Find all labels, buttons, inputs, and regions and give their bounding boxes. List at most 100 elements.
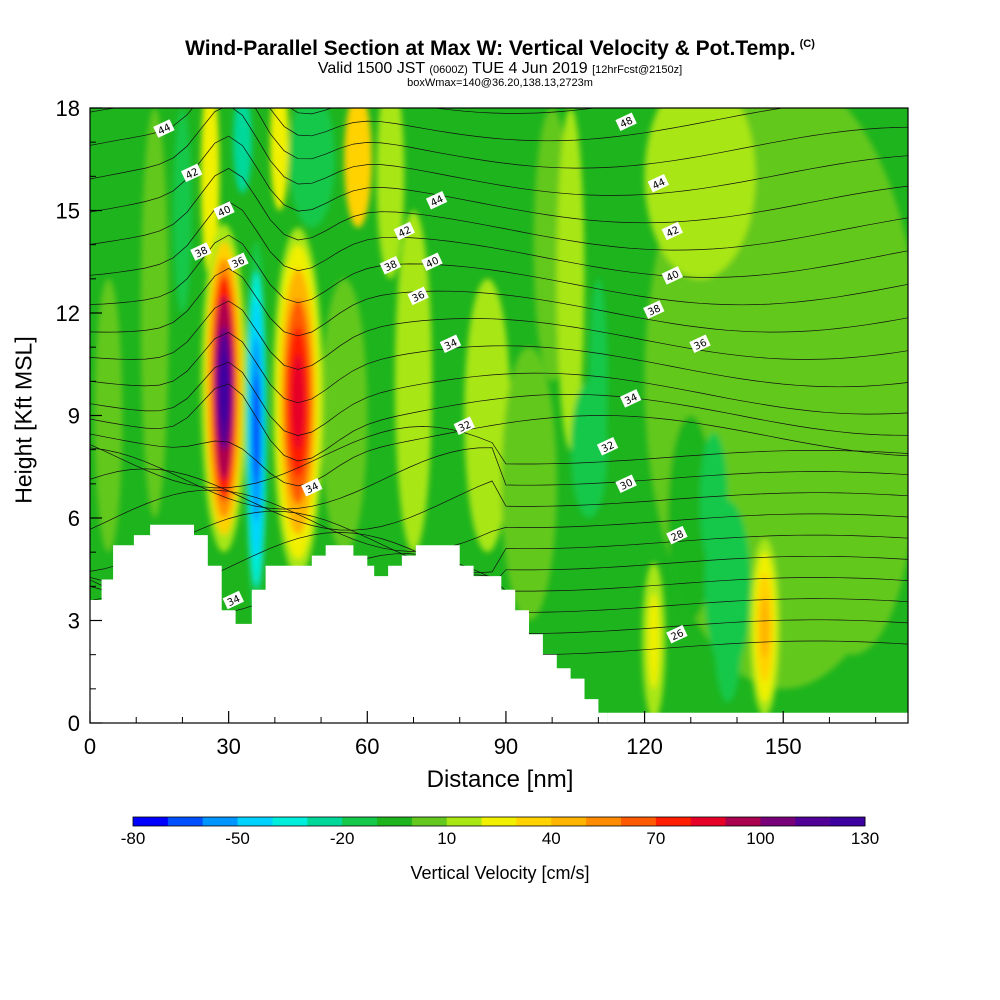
isentrope-line [90, 108, 908, 169]
velocity-blob [94, 278, 123, 553]
theta-label-box [596, 437, 619, 456]
theta-label-box [689, 334, 711, 354]
colorbar-tick-label: -80 [121, 829, 146, 848]
theta-label: 44 [425, 191, 448, 210]
theta-label-text: 40 [425, 255, 441, 270]
theta-label: 38 [643, 300, 665, 319]
colorbar-swatch [237, 817, 273, 826]
theta-label-text: 30 [619, 477, 635, 492]
velocity-blob [344, 108, 372, 228]
isentrope-line [90, 108, 908, 196]
theta-label: 38 [190, 242, 212, 261]
theta-label-box [421, 252, 443, 272]
theta-label-text: 34 [226, 594, 242, 609]
theta-label-box [301, 478, 323, 497]
copyright-mark: (C) [799, 38, 815, 50]
theta-label: 40 [421, 252, 443, 272]
theta-label-box [666, 525, 688, 545]
theta-label: 34 [439, 334, 462, 354]
theta-label-box [666, 624, 688, 644]
theta-label: 36 [407, 286, 429, 306]
isentrope-line [90, 468, 908, 531]
theta-label-box [647, 173, 670, 193]
theta-label: 42 [181, 163, 203, 183]
theta-label-text: 44 [156, 122, 172, 137]
theta-label: 42 [393, 221, 415, 241]
y-tick-label: 3 [68, 609, 80, 634]
y-axis-label: Height [Kft MSL] [10, 336, 37, 504]
theta-label-box [181, 163, 203, 183]
isentrope-line [289, 108, 597, 115]
colorbar-swatch [830, 817, 866, 826]
theta-label-text: 36 [411, 290, 427, 305]
colorbar-swatch [795, 817, 831, 826]
isentrope-line [90, 331, 908, 404]
colorbar-label: Vertical Velocity [cm/s] [410, 863, 590, 883]
theta-label: 32 [596, 437, 619, 456]
theta-label-box [620, 389, 642, 408]
colorbar-swatch [446, 817, 483, 826]
theta-label-text: 34 [623, 392, 639, 407]
colorbar-swatch [551, 817, 587, 826]
isentrope-line [90, 383, 908, 462]
theta-label-box [453, 416, 475, 436]
velocity-core [218, 354, 230, 423]
theta-label-box [425, 191, 448, 210]
theta-label: 34 [620, 389, 642, 408]
isentrope-line [90, 361, 908, 436]
valid-date: TUE 4 Jun 2019 [472, 60, 588, 77]
theta-label-text: 42 [184, 167, 200, 182]
utc-time: (0600Z) [429, 64, 468, 76]
theta-label-box [190, 242, 212, 261]
theta-label-text: 26 [669, 628, 685, 643]
colorbar-swatch [481, 817, 517, 826]
theta-label-box [615, 474, 637, 494]
colorbar-tick-label: 40 [542, 829, 561, 848]
x-tick-label: 120 [626, 734, 663, 759]
colorbar-swatch [760, 817, 796, 826]
x-tick-label: 90 [494, 734, 518, 759]
theta-label-text: 32 [600, 440, 616, 455]
theta-label: 26 [666, 624, 688, 644]
y-tick-label: 15 [56, 199, 80, 224]
theta-label-box [615, 112, 637, 131]
velocity-blob [713, 565, 742, 703]
theta-label-text: 36 [230, 255, 246, 270]
colorbar: -80 -50 -20 10 40 70 100 130 [121, 816, 879, 848]
theta-label-text: 34 [443, 337, 459, 352]
chart-subtitle: Valid 1500 JST (0600Z) TUE 4 Jun 2019 [1… [0, 60, 1000, 78]
theta-label: 36 [689, 334, 711, 354]
theta-label-text: 38 [646, 303, 662, 318]
theta-label-text: 32 [457, 419, 473, 434]
velocity-core [291, 354, 305, 450]
colorbar-swatch [586, 817, 622, 826]
theta-label: 38 [379, 255, 402, 275]
theta-label: 30 [615, 474, 637, 494]
velocity-blob [501, 347, 557, 621]
colorbar-tick-label: -50 [225, 829, 250, 848]
x-axis: 0 30 60 90 120 150 [84, 711, 877, 759]
theta-label-box [222, 590, 244, 610]
valid-time: Valid 1500 JST [317, 60, 425, 77]
colorbar-tick-label: -20 [330, 829, 355, 848]
isentrope-line [90, 0, 908, 71]
theta-label-box [153, 119, 175, 138]
y-tick-label: 0 [68, 711, 80, 736]
theta-label-box [439, 334, 462, 354]
velocity-core [252, 374, 261, 484]
colorbar-tick-label: 70 [646, 829, 665, 848]
y-tick-label: 9 [68, 404, 80, 429]
x-axis-label: Distance [nm] [426, 766, 574, 793]
chart-title: Wind-Parallel Section at Max W: Vertical… [0, 37, 1000, 61]
theta-label-text: 48 [619, 115, 635, 130]
theta-label-text: 40 [665, 269, 681, 284]
velocity-blob [787, 244, 908, 655]
theta-label-text: 38 [383, 259, 399, 274]
theta-label-text: 42 [665, 225, 681, 240]
isentrope-line [90, 489, 908, 552]
colorbar-swatch [725, 817, 761, 826]
x-tick-label: 150 [765, 734, 802, 759]
velocity-blob [376, 108, 405, 279]
theta-label: 42 [661, 221, 683, 241]
